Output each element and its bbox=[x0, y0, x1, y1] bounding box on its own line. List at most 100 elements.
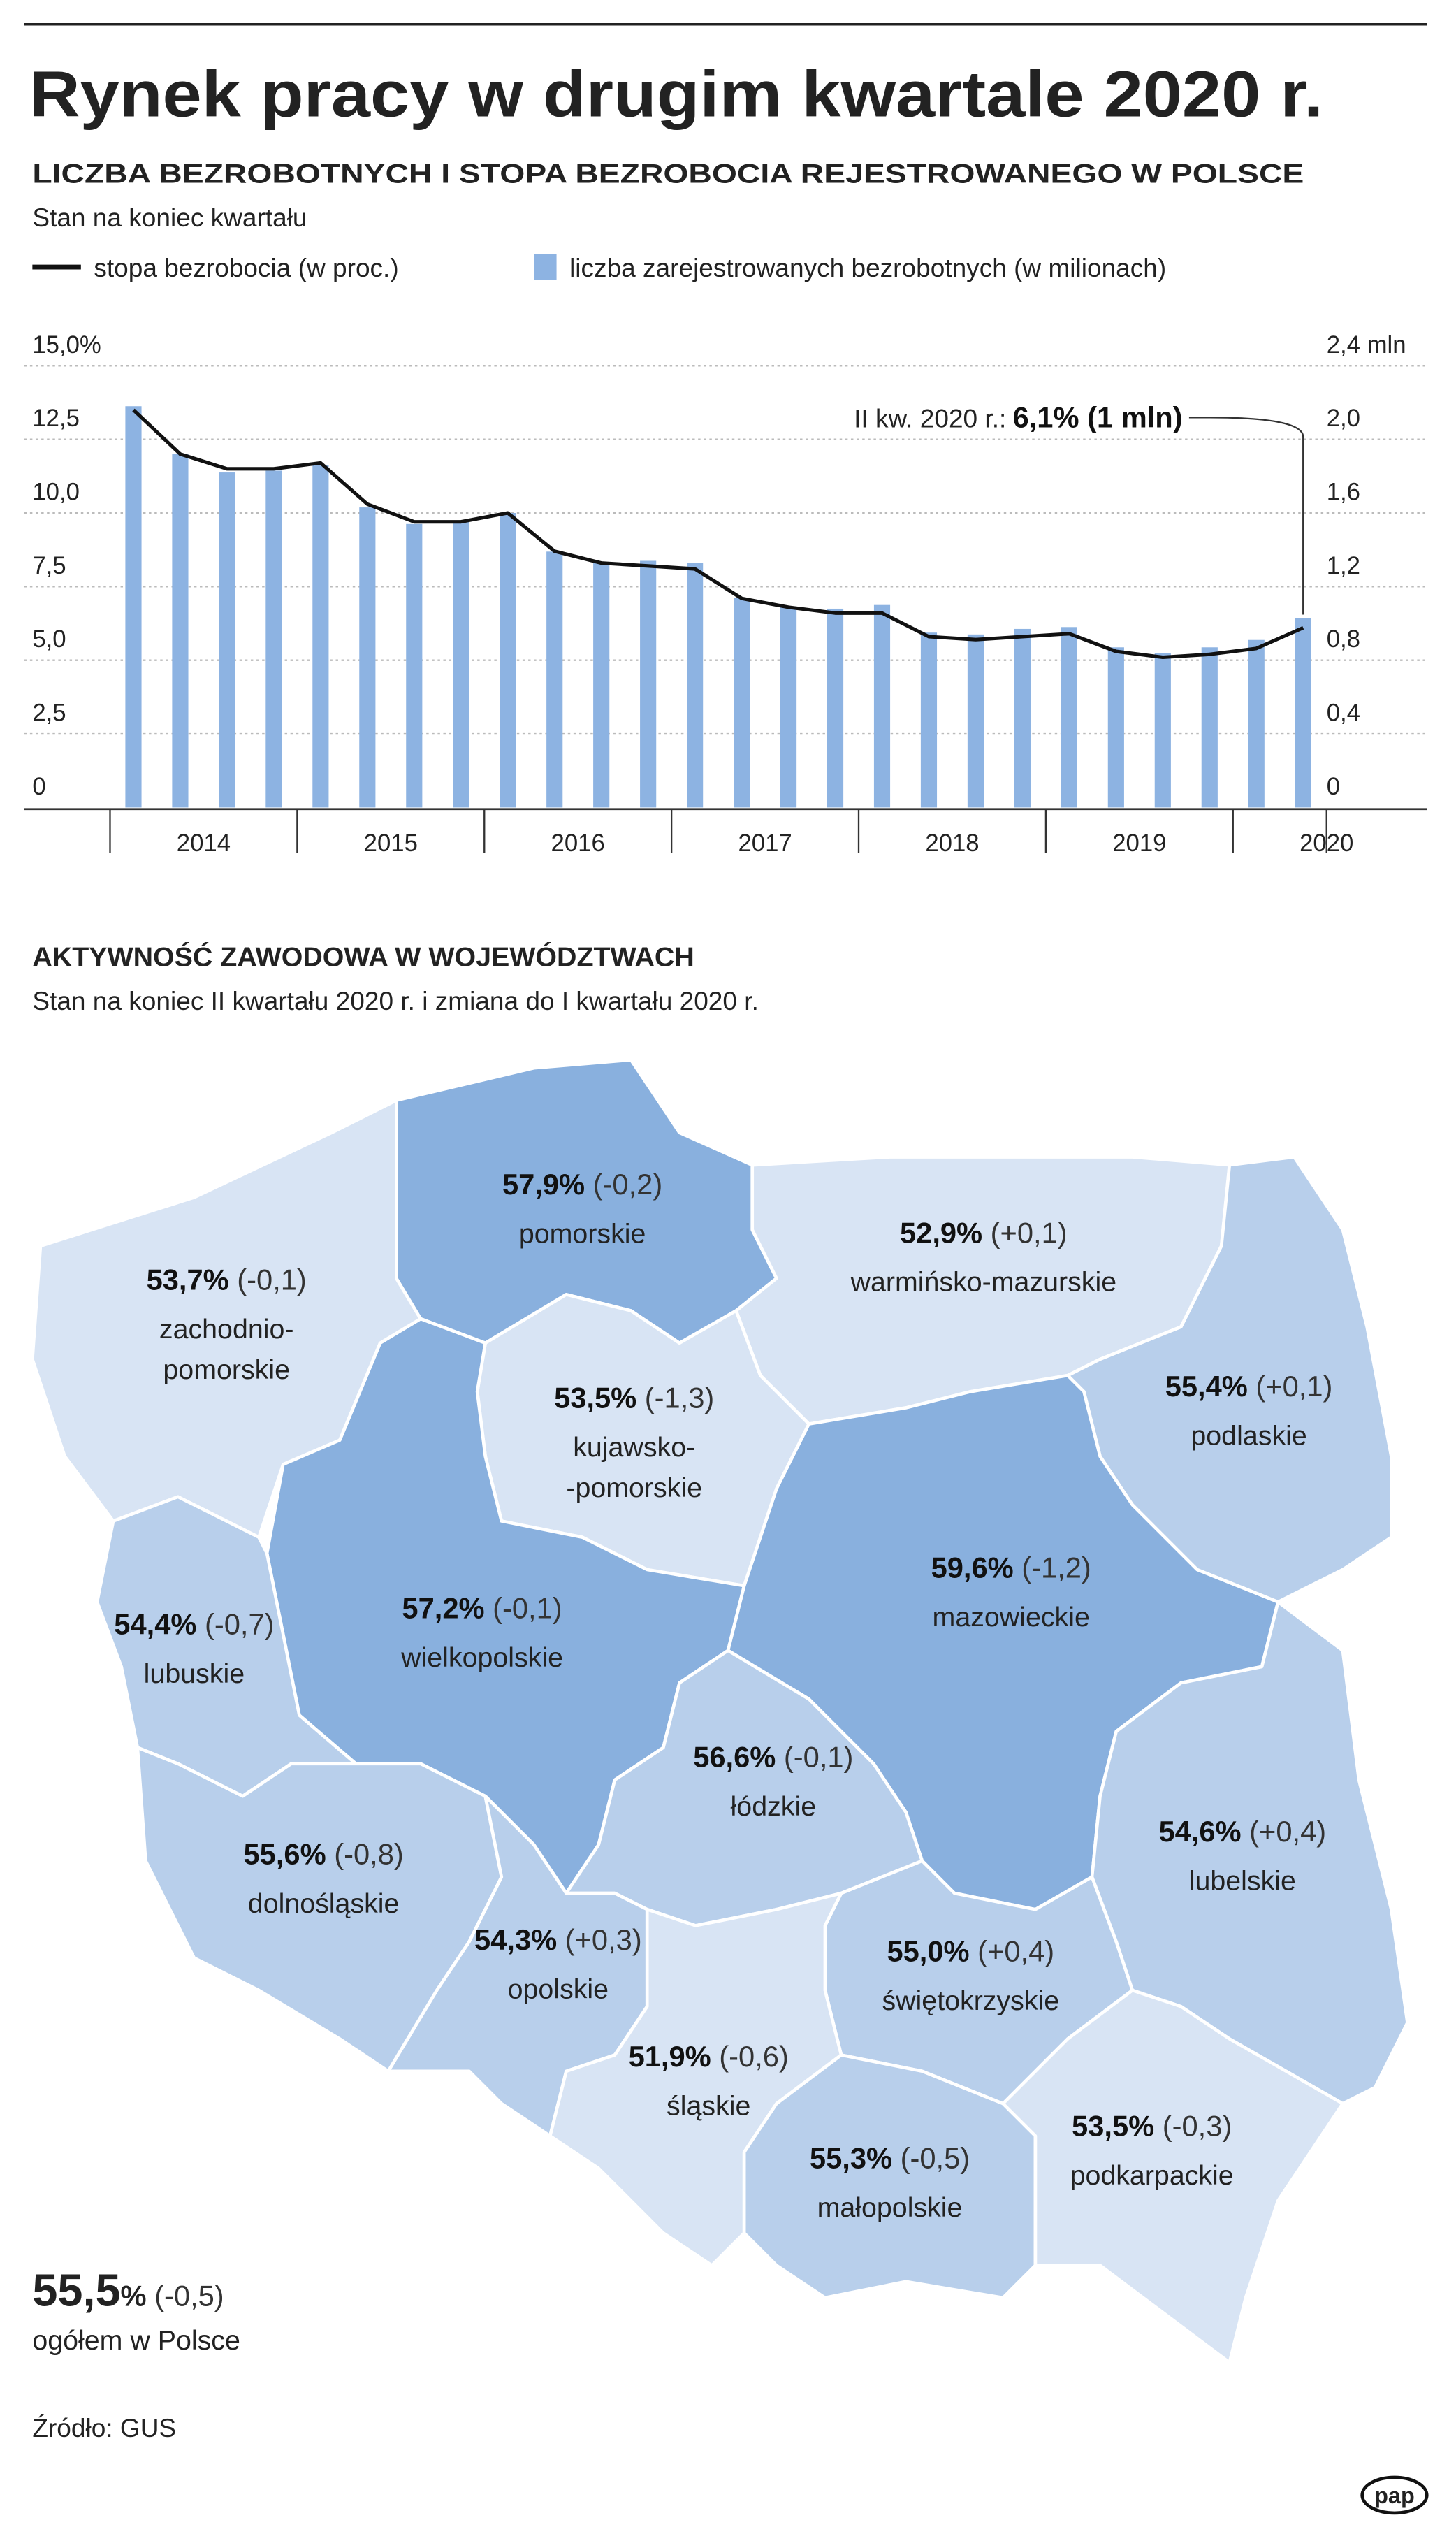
region-value-line: 53,5% (-0,3) bbox=[1072, 2109, 1232, 2142]
region-value: 52,9% bbox=[900, 1216, 982, 1249]
y-tick-label: 0 bbox=[32, 774, 45, 800]
region-name: śląskie bbox=[667, 2090, 750, 2121]
region-name: podlaskie bbox=[1191, 1421, 1306, 1451]
region-value: 53,7% bbox=[147, 1263, 229, 1296]
bar bbox=[125, 406, 142, 808]
region-name: dolnośląskie bbox=[248, 1888, 400, 1919]
bar bbox=[640, 560, 657, 808]
region-change: (-0,1) bbox=[237, 1263, 307, 1296]
map-subtitle: Stan na koniec II kwartału 2020 r. i zmi… bbox=[32, 986, 759, 1015]
region-value: 54,6% bbox=[1158, 1815, 1241, 1848]
y-tick-label: 2,5 bbox=[32, 700, 66, 727]
region-value: 54,3% bbox=[474, 1923, 557, 1956]
region-change: (+0,1) bbox=[991, 1216, 1068, 1249]
region-value: 55,6% bbox=[244, 1837, 326, 1870]
region-value-line: 55,0% (+0,4) bbox=[887, 1934, 1054, 1967]
x-group-label: 2015 bbox=[364, 830, 418, 857]
source: Źródło: GUS bbox=[32, 2413, 176, 2442]
map-title: AKTYWNOŚĆ ZAWODOWA W WOJEWÓDZTWACH bbox=[32, 941, 694, 972]
region-value: 56,6% bbox=[693, 1740, 776, 1773]
y2-tick-label: 2,4 mln bbox=[1327, 332, 1406, 359]
x-group-label: 2018 bbox=[925, 830, 979, 857]
region-name: lubuskie bbox=[144, 1658, 245, 1689]
bar bbox=[219, 472, 235, 808]
bar bbox=[265, 470, 282, 808]
region-value-line: 54,6% (+0,4) bbox=[1158, 1815, 1326, 1848]
region-value: 55,3% bbox=[810, 2142, 892, 2175]
region-change: (-0,7) bbox=[205, 1608, 275, 1641]
bar bbox=[172, 454, 189, 808]
region-value: 57,9% bbox=[502, 1168, 585, 1201]
x-group-label: 2019 bbox=[1112, 830, 1166, 857]
y2-tick-label: 2,0 bbox=[1327, 405, 1360, 432]
region-change: (-0,6) bbox=[719, 2040, 789, 2073]
bar bbox=[1014, 628, 1031, 808]
legend-label: liczba zarejestrowanych bezrobotnych (w … bbox=[569, 253, 1166, 282]
bar bbox=[827, 608, 844, 808]
region-value: 59,6% bbox=[931, 1551, 1014, 1584]
annotation-leader bbox=[1188, 417, 1304, 615]
bar bbox=[453, 520, 469, 808]
logo: pap bbox=[1374, 2483, 1415, 2508]
line bbox=[132, 408, 1304, 660]
region-change: (+0,4) bbox=[977, 1934, 1054, 1967]
chart-subtitle: Stan na koniec kwartału bbox=[32, 203, 307, 232]
bar bbox=[1248, 639, 1265, 808]
region-value-line: 53,7% (-0,1) bbox=[147, 1263, 307, 1296]
bar bbox=[312, 465, 329, 808]
region-value-line: 52,9% (+0,1) bbox=[900, 1216, 1068, 1249]
total-unit: % bbox=[121, 2280, 147, 2312]
region-change: (-1,3) bbox=[645, 1381, 715, 1414]
region-change: (-0,2) bbox=[593, 1168, 663, 1201]
region-change: (-1,2) bbox=[1021, 1551, 1091, 1584]
region-name: lubelskie bbox=[1189, 1865, 1296, 1896]
bar bbox=[780, 607, 797, 808]
region-value-line: 51,9% (-0,6) bbox=[629, 2040, 789, 2073]
region-value: 53,5% bbox=[554, 1381, 636, 1414]
y2-tick-label: 0 bbox=[1327, 774, 1340, 800]
region-value-line: 59,6% (-1,2) bbox=[931, 1551, 1091, 1584]
region-value-line: 53,5% (-1,3) bbox=[554, 1381, 714, 1414]
y-tick-label: 12,5 bbox=[32, 405, 80, 432]
region-value: 55,0% bbox=[887, 1934, 969, 1967]
legend-swatch bbox=[534, 254, 557, 280]
region-name: opolskie bbox=[508, 1974, 609, 2005]
y2-tick-label: 0,4 bbox=[1327, 700, 1360, 727]
region-name: małopolskie bbox=[817, 2192, 963, 2223]
y2-tick-label: 0,8 bbox=[1327, 626, 1360, 653]
region-name: łódzkie bbox=[731, 1791, 817, 1822]
region-value-line: 54,3% (+0,3) bbox=[474, 1923, 642, 1956]
annotation-label: II kw. 2020 r.: bbox=[854, 403, 1006, 433]
y-tick-label: 7,5 bbox=[32, 553, 66, 579]
total-change: (-0,5) bbox=[154, 2280, 224, 2312]
total-value: 55,5 bbox=[32, 2265, 120, 2316]
region-name: świętokrzyskie bbox=[882, 1985, 1059, 2016]
region-change: (-0,5) bbox=[901, 2142, 970, 2175]
x-group-label: 2014 bbox=[177, 830, 231, 857]
chart-title: LICZBA BEZROBOTNYCH I STOPA BEZROBOCIA R… bbox=[32, 159, 1304, 189]
bar bbox=[1061, 627, 1077, 808]
region-name: -pomorskie bbox=[566, 1472, 702, 1503]
bar bbox=[687, 563, 704, 808]
bar bbox=[873, 604, 891, 808]
region-change: (-0,1) bbox=[493, 1591, 562, 1624]
bar bbox=[967, 634, 984, 808]
y2-tick-label: 1,2 bbox=[1327, 553, 1360, 579]
page-title: Rynek pracy w drugim kwartale 2020 r. bbox=[29, 58, 1323, 131]
region-value-line: 54,4% (-0,7) bbox=[114, 1608, 274, 1641]
region-change: (+0,3) bbox=[565, 1923, 642, 1956]
annotation-value: 6,1% (1 mln) bbox=[1013, 400, 1183, 433]
total-line: 55,5% (-0,5) bbox=[32, 2265, 224, 2316]
y-tick-label: 15,0% bbox=[32, 332, 101, 359]
total-label: ogółem w Polsce bbox=[32, 2325, 240, 2356]
bar bbox=[1107, 647, 1124, 808]
y-tick-label: 10,0 bbox=[32, 479, 80, 505]
region-name: mazowieckie bbox=[933, 1602, 1090, 1632]
region bbox=[1001, 1988, 1345, 2364]
region-name: podkarpackie bbox=[1070, 2160, 1234, 2191]
region-name: wielkopolskie bbox=[400, 1642, 563, 1673]
region-name: pomorskie bbox=[519, 1218, 646, 1249]
bar bbox=[406, 523, 423, 808]
region-value-line: 55,3% (-0,5) bbox=[810, 2142, 970, 2175]
